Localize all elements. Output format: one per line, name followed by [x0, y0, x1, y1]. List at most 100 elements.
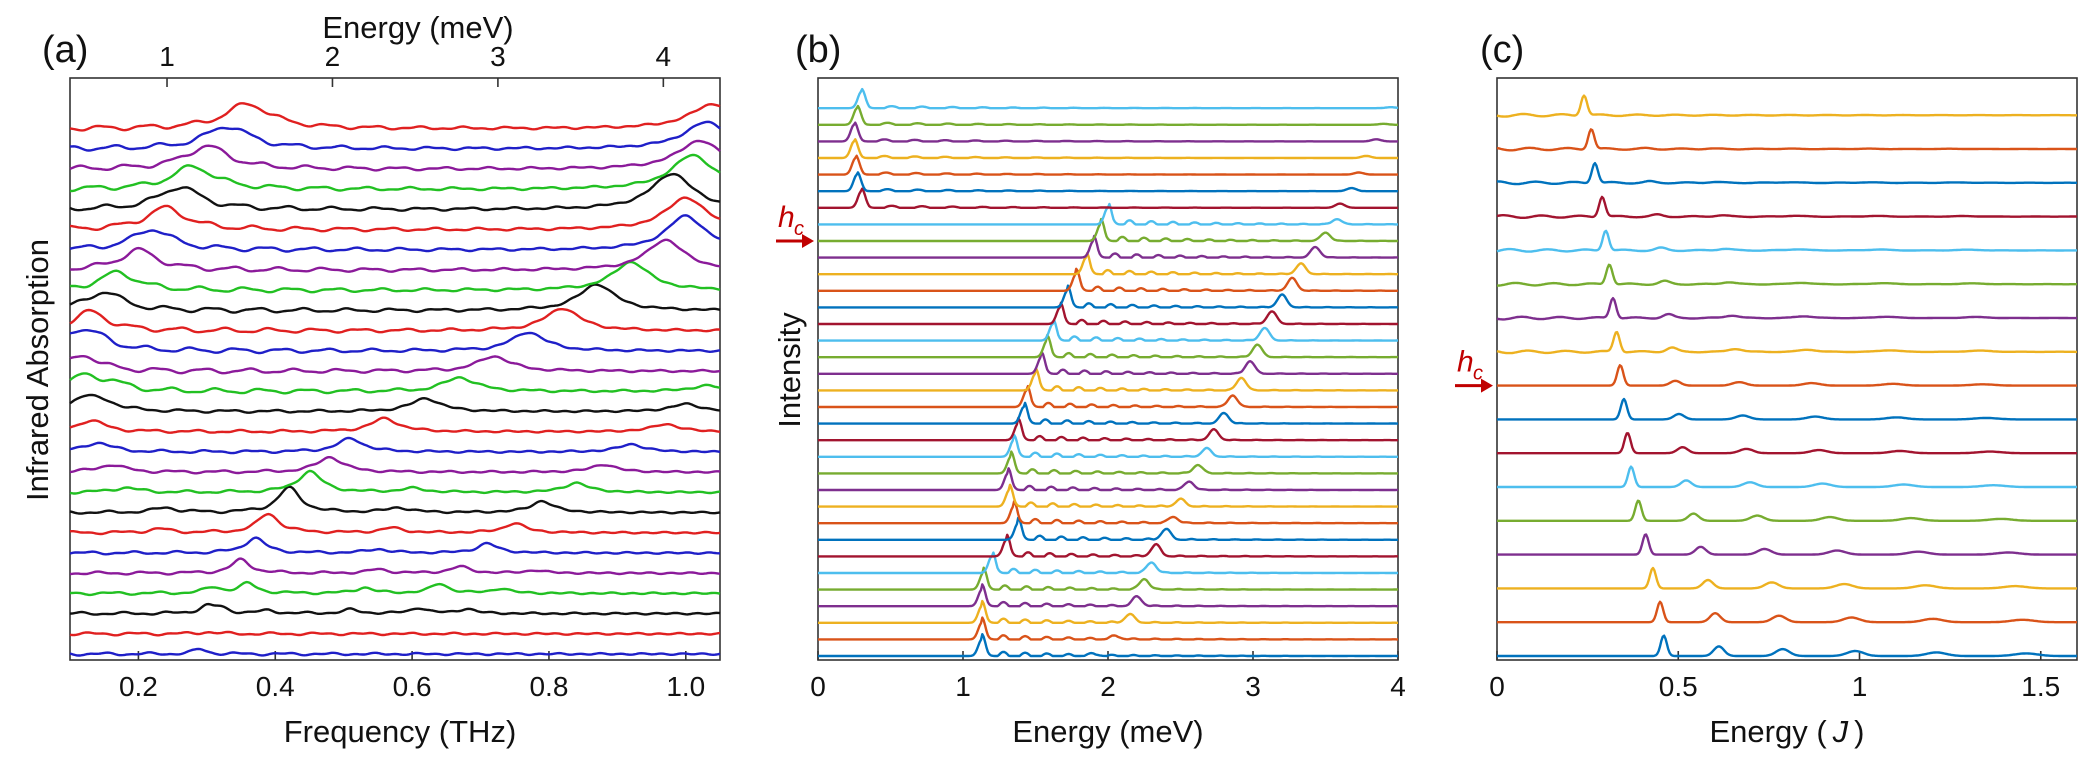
panel-b-trace [818, 583, 1398, 608]
panel-a-trace [69, 456, 721, 475]
panel-a-trace [69, 372, 721, 395]
panel-b-hc-label-subscript: c [794, 218, 804, 240]
panel-b-bottom-tick-label: 3 [1245, 671, 1261, 702]
panel-c-trace [1496, 195, 2078, 219]
panel-a-top-tick-label: 4 [656, 41, 672, 72]
panel-b-trace [818, 121, 1398, 143]
panel-a-trace [70, 196, 721, 233]
panel-b-trace [818, 138, 1398, 160]
panel-b-trace [818, 318, 1398, 342]
panel-a-trace [69, 283, 721, 314]
panel-a-trace [69, 630, 721, 637]
panel-c-bottom-tick-label: 1 [1852, 671, 1868, 702]
panel-a-trace [69, 102, 721, 132]
panel-b-trace [818, 467, 1398, 492]
panel-a-bottom-tick-label: 1.0 [666, 671, 705, 702]
panel-c-trace [1497, 397, 2077, 421]
panel-b-trace [818, 401, 1398, 425]
panel-c-trace [1497, 566, 2077, 590]
panel-b-hc-label: h [778, 201, 795, 234]
panel-a-trace [70, 580, 721, 597]
panel-b-trace [818, 284, 1399, 309]
panel-b-trace [818, 301, 1398, 326]
panel-b-trace [818, 483, 1399, 508]
panel-c-trace [1497, 499, 2077, 522]
panel-c-trace [1496, 94, 2077, 118]
panel-a-top-tick-label: 2 [325, 41, 341, 72]
panel-c-trace [1496, 128, 2078, 152]
panel-a-trace [69, 512, 721, 536]
panel-a-label: (a) [42, 29, 88, 71]
panel-a-trace [69, 647, 721, 657]
panel-b-trace [818, 633, 1398, 658]
panel-a-top-tick-label: 1 [159, 41, 175, 72]
panel-b-trace [818, 533, 1398, 558]
panel-b-ticks: 0 1 2 3 4 [810, 651, 1406, 702]
panel-b-ylabel: Intensity [772, 312, 807, 428]
panel-c-bottom-tick-label: 1.5 [2021, 671, 2060, 702]
panel-a-trace [69, 436, 721, 455]
panel-c-trace [1496, 297, 2078, 321]
panel-c-trace [1497, 263, 2077, 287]
panel-b-trace [818, 217, 1398, 243]
panel-c-trace [1497, 432, 2077, 455]
panel-a-bottom-tick-label: 0.2 [119, 671, 158, 702]
panel-b-trace [818, 350, 1398, 375]
panel-a-trace [69, 393, 721, 414]
panel-b-bottom-tick-label: 1 [955, 671, 971, 702]
panel-b-trace [818, 171, 1398, 193]
panel-c-bottom-tick-label: 0.5 [1659, 671, 1698, 702]
panel-a-xlabel: Frequency (THz) [284, 714, 517, 749]
panel-b-trace [818, 500, 1398, 525]
panel-c-bottom-tick-label: 0 [1489, 671, 1505, 702]
panel-c-trace [1496, 229, 2078, 253]
panel-a-trace [69, 469, 721, 495]
panel-a-traces [69, 102, 721, 657]
panel-b-xlabel: Energy (meV) [1012, 714, 1203, 749]
panel-a-trace [69, 416, 721, 434]
panel-b-trace [818, 334, 1399, 359]
panel-a-top-axis-title: Energy (meV) [322, 10, 513, 45]
panel-b-traces [818, 87, 1399, 658]
panel-a-top-tick-label: 3 [490, 41, 506, 72]
panel-b-trace [818, 267, 1399, 292]
panel-b-trace [818, 616, 1398, 641]
panel-c-xlabel-suffix: ) [1854, 714, 1864, 749]
panel-a-trace [69, 260, 721, 294]
panel-b-trace [818, 104, 1398, 126]
panel-b-trace [818, 551, 1398, 575]
panel-a-bottom-tick-label: 0.4 [256, 671, 295, 702]
panel-c-xlabel: Energy (J) [1710, 714, 1865, 749]
panel-a-trace [69, 139, 721, 172]
panel-a-trace [69, 120, 721, 152]
panel-b-trace [818, 234, 1398, 259]
panel-b-bottom-tick-label: 0 [810, 671, 826, 702]
panel-b-trace [818, 417, 1398, 442]
panel-b-trace [818, 450, 1398, 475]
panel-c-trace [1497, 364, 2077, 387]
panel-a-trace [69, 172, 721, 212]
panel-b-trace [818, 154, 1398, 176]
panel-b-trace [818, 87, 1399, 110]
panel-a-trace [69, 238, 721, 273]
panel-c-trace [1497, 634, 2077, 658]
panel-c-hc-arrow-head [1481, 378, 1493, 393]
panel-a-frame [69, 77, 721, 661]
panel-a-trace [69, 485, 721, 515]
panel-a: (a) Energy (meV) 0.2 0.4 0.6 0.8 1.0 1 2 3 4 Fre… [20, 10, 721, 749]
panel-c-trace [1497, 162, 2077, 186]
panel-c-hc-label: h [1457, 346, 1474, 379]
panel-c-xlabel-unit: J [1832, 714, 1849, 749]
panel-a-trace [69, 329, 721, 355]
panel-a-ticks: 0.2 0.4 0.6 0.8 1.0 1 2 3 4 [119, 41, 705, 702]
panel-c-frame [1496, 77, 2078, 661]
panel-b-trace [818, 367, 1398, 392]
panel-a-trace [69, 355, 721, 375]
panel-c-trace [1497, 465, 2077, 489]
panel-a-trace [69, 536, 720, 556]
panel-a-bottom-tick-label: 0.8 [529, 671, 568, 702]
